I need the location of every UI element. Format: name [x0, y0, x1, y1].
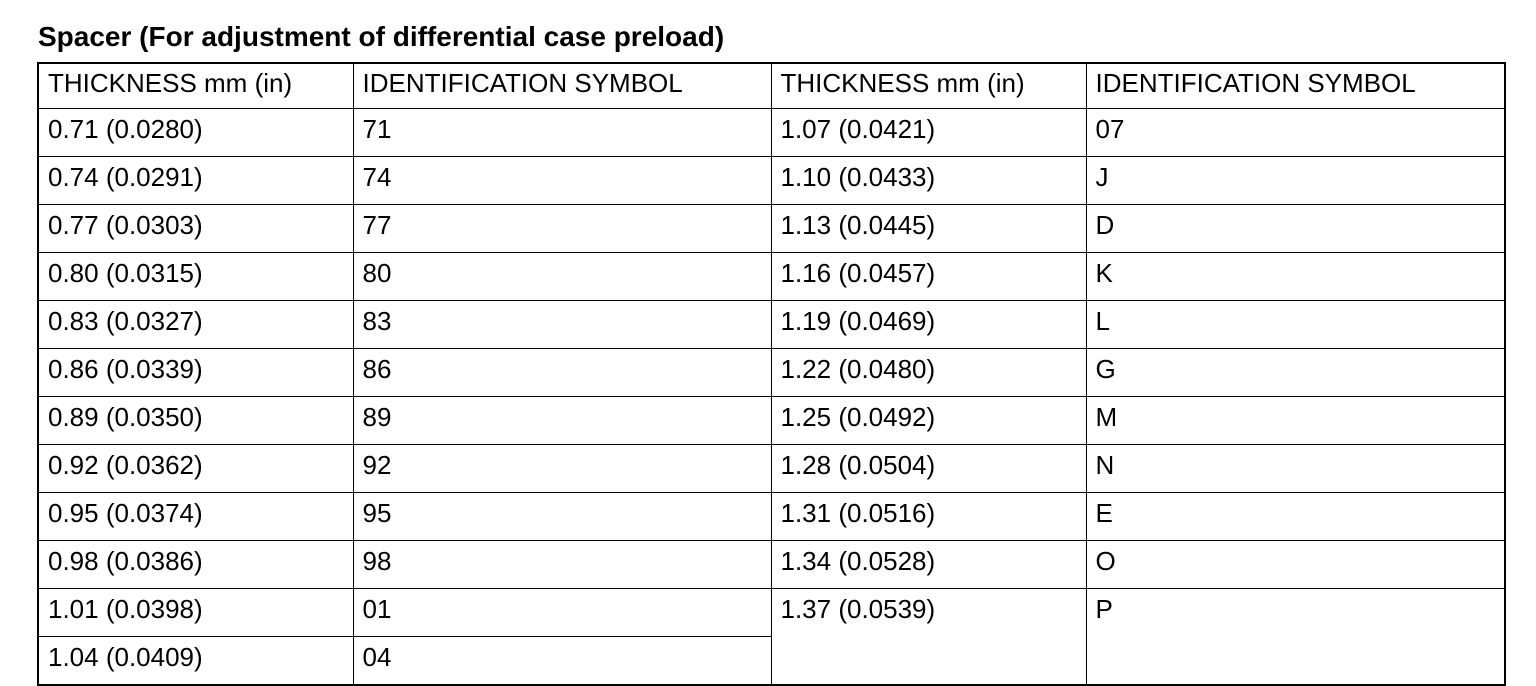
symbol-cell: 01: [352, 588, 772, 637]
symbol-cell: L: [1085, 300, 1506, 349]
symbol-cell: 74: [352, 156, 772, 205]
thickness-cell: 0.80 (0.0315): [37, 252, 354, 301]
thickness-cell: 1.16 (0.0457): [770, 252, 1087, 301]
header-symbol-right: IDENTIFICATION SYMBOL: [1085, 62, 1506, 109]
table-row: 1.04 (0.0409) 04: [37, 636, 1505, 686]
table-row: 0.71 (0.0280) 71 1.07 (0.0421) 07: [37, 108, 1506, 157]
symbol-cell: 95: [352, 492, 772, 541]
thickness-cell: 1.04 (0.0409): [37, 636, 354, 686]
symbol-cell: K: [1085, 252, 1506, 301]
symbol-cell: N: [1085, 444, 1506, 493]
table-row: 0.92 (0.0362) 92 1.28 (0.0504) N: [37, 444, 1506, 493]
thickness-cell: 0.98 (0.0386): [37, 540, 354, 589]
spacer-thickness-table: THICKNESS mm (in) IDENTIFICATION SYMBOL …: [37, 62, 1506, 686]
thickness-cell: 0.92 (0.0362): [37, 444, 354, 493]
thickness-cell: 1.25 (0.0492): [770, 396, 1087, 445]
header-row: THICKNESS mm (in) IDENTIFICATION SYMBOL …: [37, 62, 1506, 109]
table-row: 0.89 (0.0350) 89 1.25 (0.0492) M: [37, 396, 1506, 445]
table-title: Spacer (For adjustment of differential c…: [38, 21, 725, 52]
symbol-cell: 77: [352, 204, 772, 253]
thickness-cell: 1.19 (0.0469): [770, 300, 1087, 349]
symbol-cell: 04: [352, 636, 772, 686]
symbol-cell: P: [1085, 588, 1506, 686]
thickness-cell: 0.89 (0.0350): [37, 396, 354, 445]
symbol-cell: 86: [352, 348, 772, 397]
symbol-cell: 89: [352, 396, 772, 445]
thickness-cell: 1.01 (0.0398): [37, 588, 354, 637]
symbol-cell: O: [1085, 540, 1506, 589]
thickness-cell: 0.77 (0.0303): [37, 204, 354, 253]
table-row: 0.83 (0.0327) 83 1.19 (0.0469) L: [37, 300, 1506, 349]
thickness-cell: 0.74 (0.0291): [37, 156, 354, 205]
header-thickness-right: THICKNESS mm (in): [770, 62, 1087, 109]
table-row: 0.77 (0.0303) 77 1.13 (0.0445) D: [37, 204, 1506, 253]
symbol-cell: G: [1085, 348, 1506, 397]
symbol-cell: J: [1085, 156, 1506, 205]
thickness-cell: 1.07 (0.0421): [770, 108, 1087, 157]
thickness-cell: 1.13 (0.0445): [770, 204, 1087, 253]
thickness-cell: 0.83 (0.0327): [37, 300, 354, 349]
thickness-cell: 1.10 (0.0433): [770, 156, 1087, 205]
thickness-cell: 1.34 (0.0528): [770, 540, 1087, 589]
table-row: 0.95 (0.0374) 95 1.31 (0.0516) E: [37, 492, 1506, 541]
symbol-cell: 92: [352, 444, 772, 493]
table-row: 0.74 (0.0291) 74 1.10 (0.0433) J: [37, 156, 1506, 205]
symbol-cell: 83: [352, 300, 772, 349]
table-row: 0.98 (0.0386) 98 1.34 (0.0528) O: [37, 540, 1506, 589]
thickness-cell: 0.86 (0.0339): [37, 348, 354, 397]
thickness-cell: 1.37 (0.0539): [770, 588, 1087, 686]
thickness-cell: 1.31 (0.0516): [770, 492, 1087, 541]
header-thickness-left: THICKNESS mm (in): [37, 62, 354, 109]
thickness-cell: 1.22 (0.0480): [770, 348, 1087, 397]
table-row: 1.01 (0.0398) 01 1.37 (0.0539) P: [37, 588, 1506, 686]
thickness-cell: 1.28 (0.0504): [770, 444, 1087, 493]
symbol-cell: 07: [1085, 108, 1506, 157]
symbol-cell: 71: [352, 108, 772, 157]
thickness-cell: 0.71 (0.0280): [37, 108, 354, 157]
table-row: 0.80 (0.0315) 80 1.16 (0.0457) K: [37, 252, 1506, 301]
header-symbol-left: IDENTIFICATION SYMBOL: [352, 62, 772, 109]
symbol-cell: E: [1085, 492, 1506, 541]
symbol-cell: 80: [352, 252, 772, 301]
table-row: 0.86 (0.0339) 86 1.22 (0.0480) G: [37, 348, 1506, 397]
thickness-cell: 0.95 (0.0374): [37, 492, 354, 541]
symbol-cell: D: [1085, 204, 1506, 253]
symbol-cell: M: [1085, 396, 1506, 445]
symbol-cell: 98: [352, 540, 772, 589]
